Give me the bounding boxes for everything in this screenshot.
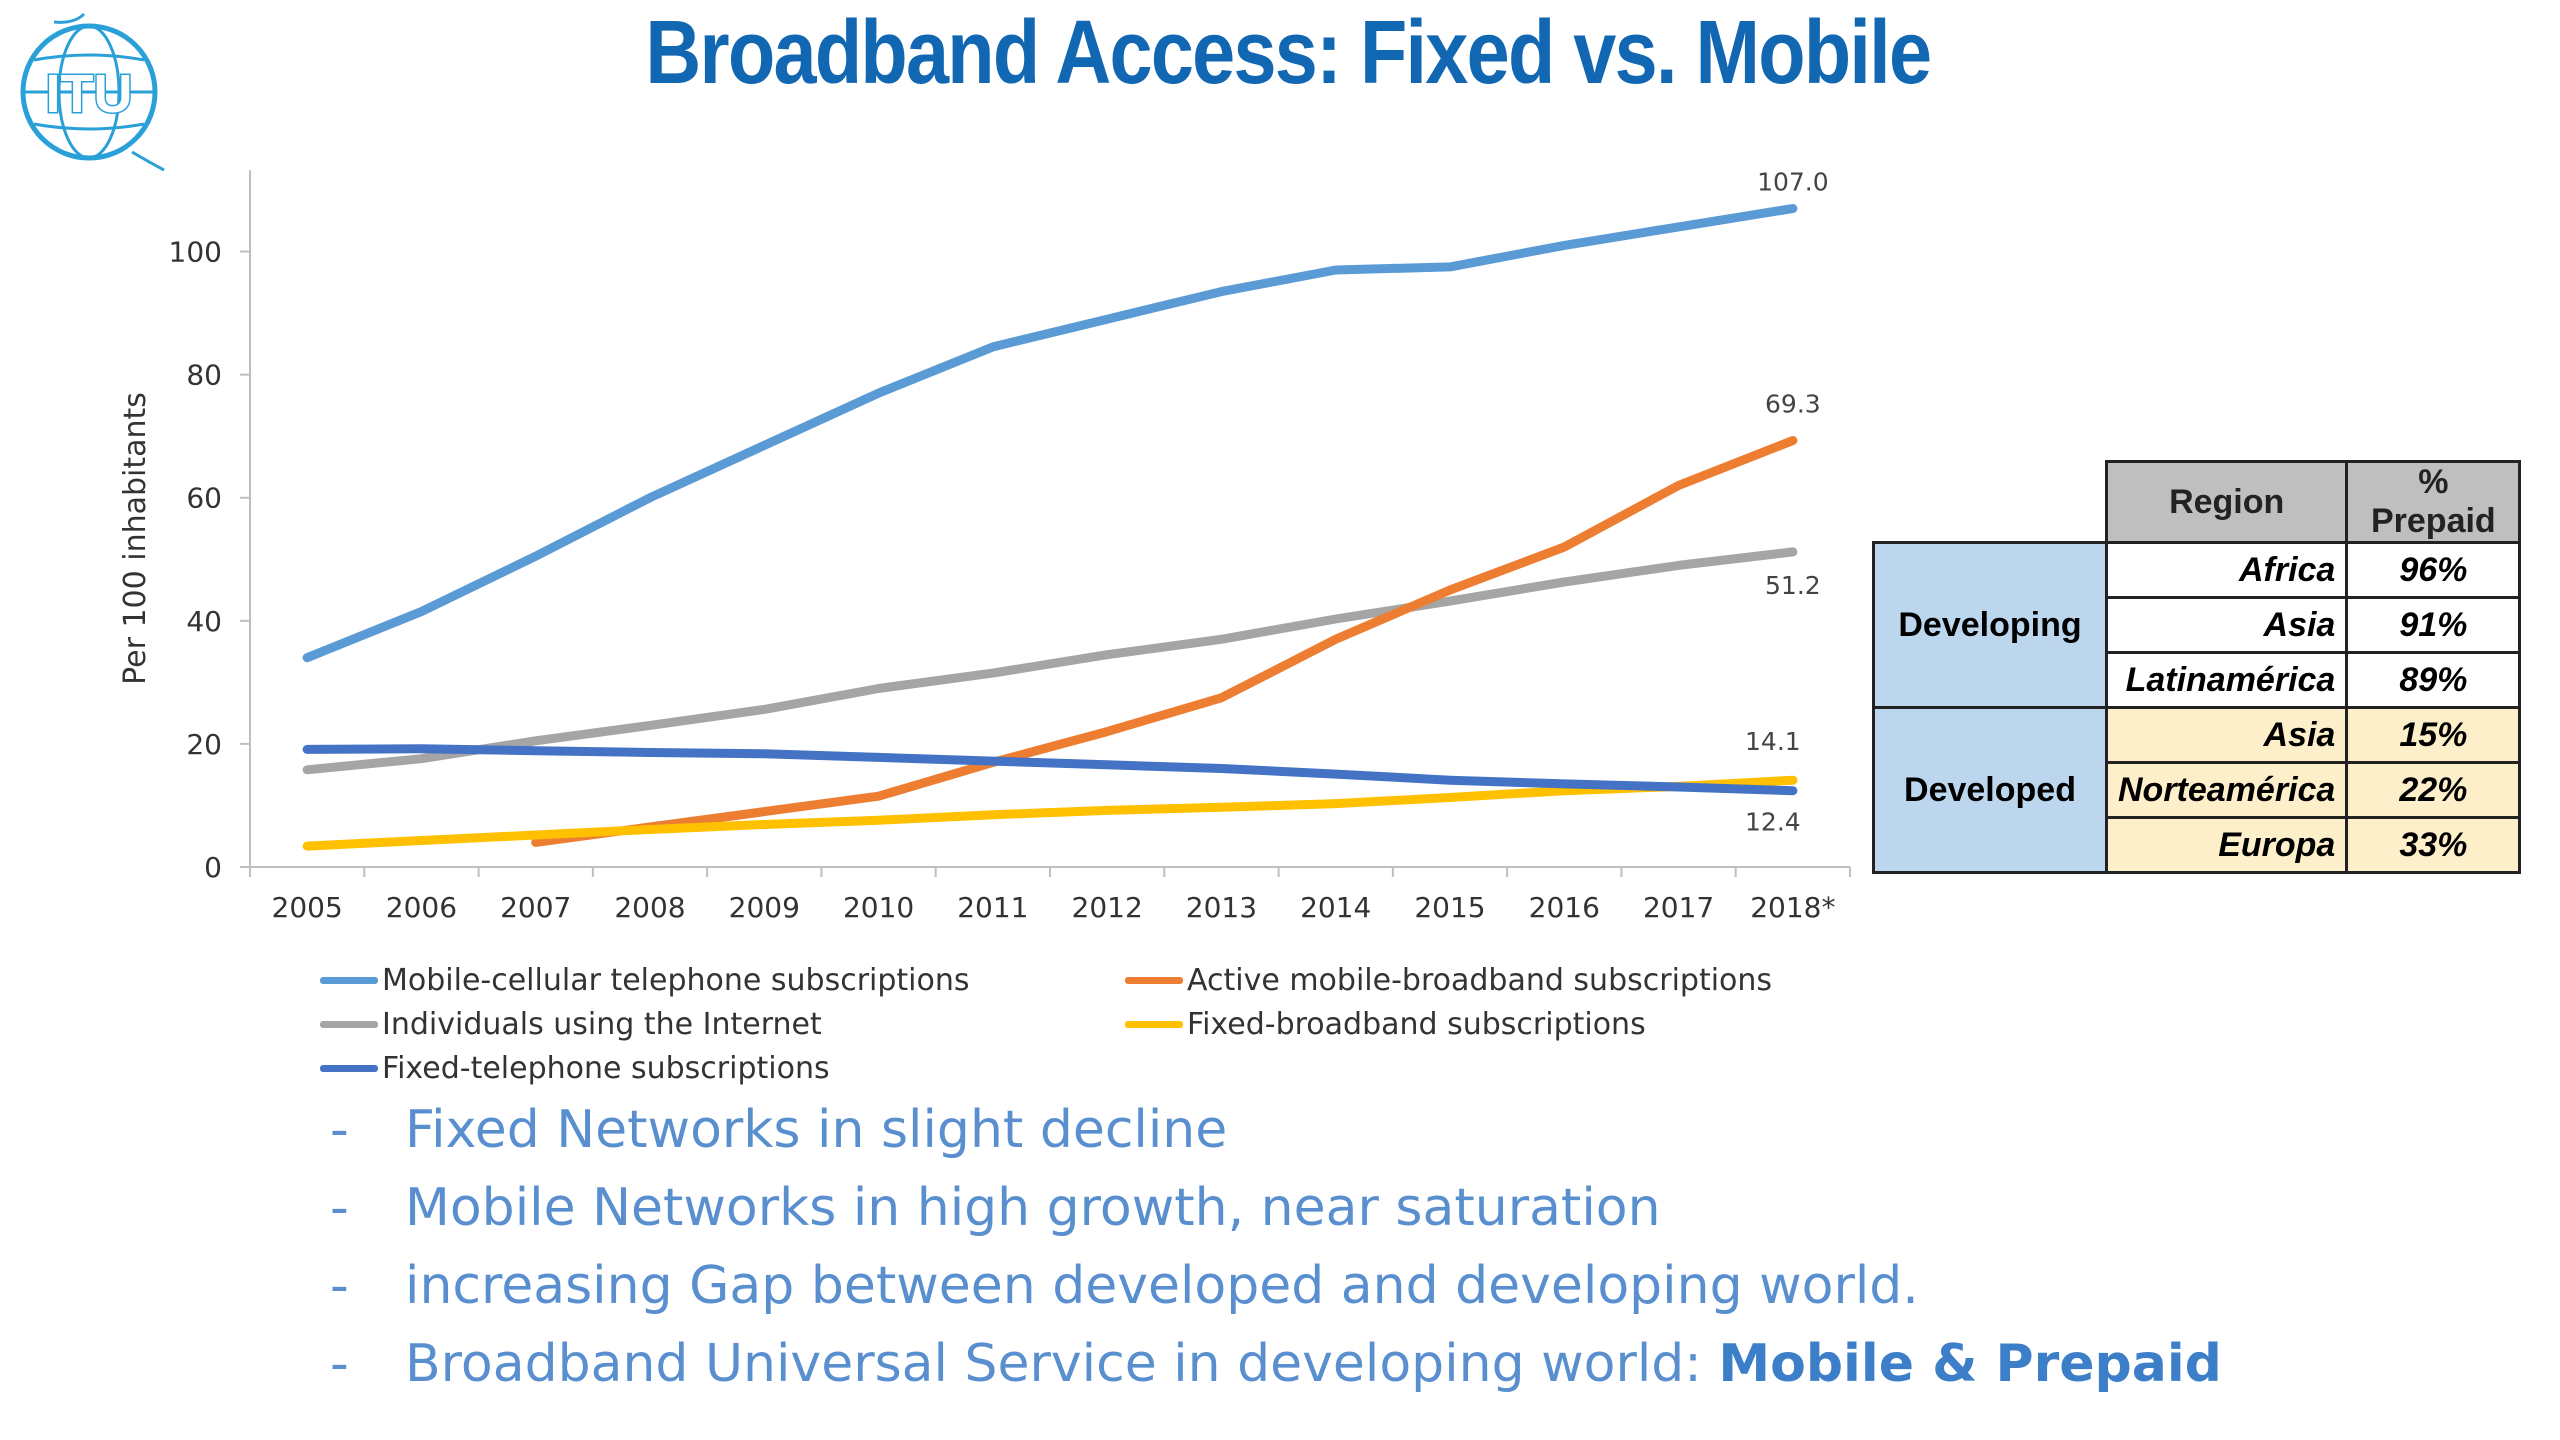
y-axis-title: Per 100 inhabitants [118, 392, 153, 685]
region-cell: Norteamérica [2104, 761, 2349, 819]
x-tick-label: 2014 [1300, 891, 1371, 924]
legend-swatch [320, 1064, 378, 1072]
x-tick-label: 2018* [1750, 891, 1835, 924]
y-tick-label: 40 [186, 605, 222, 638]
legend-item-mobile-broadband: Active mobile-broadband subscriptions [1125, 960, 1772, 1000]
x-tick-label: 2012 [1072, 891, 1143, 924]
series-line [302, 547, 1798, 775]
bullet-text-main: Mobile Networks in high growth, near sat… [405, 1178, 1661, 1238]
bullet-text: Mobile Networks in high growth, near sat… [405, 1178, 1661, 1238]
legend-label: Mobile-cellular telephone subscriptions [382, 962, 970, 998]
x-tick-label: 2017 [1643, 891, 1714, 924]
prepaid-cell: 91% [2345, 596, 2522, 654]
prepaid-cell: 89% [2345, 651, 2522, 709]
prepaid-cell: 96% [2345, 541, 2522, 599]
prepaid-cell: 15% [2345, 706, 2522, 764]
legend-label: Fixed-telephone subscriptions [382, 1050, 830, 1086]
group-developed: Developed [1872, 706, 2108, 874]
table-row: Latinamérica 89% [1874, 651, 2522, 709]
legend-label: Individuals using the Internet [382, 1006, 822, 1042]
data-label: 69.3 [1765, 389, 1821, 418]
prepaid-cell: 33% [2345, 816, 2522, 874]
bullet-text: increasing Gap between developed and dev… [405, 1256, 1919, 1316]
x-tick-label: 2005 [272, 891, 343, 924]
legend-item-internet: Individuals using the Internet [320, 1004, 822, 1044]
bullet-dash: - [330, 1334, 349, 1394]
legend-swatch [320, 1020, 378, 1028]
series-line [302, 204, 1798, 663]
bullet-item: - Mobile Networks in high growth, near s… [330, 1178, 2530, 1256]
bullet-text: Fixed Networks in slight decline [405, 1100, 1227, 1160]
page-title: Broadband Access: Fixed vs. Mobile [645, 3, 1932, 103]
x-tick-label: 2013 [1186, 891, 1257, 924]
table-header-row: Region % Prepaid [1873, 460, 2522, 544]
series-line [531, 436, 1798, 847]
bullet-item: - Broadband Universal Service in develop… [330, 1334, 2530, 1412]
bullet-list: - Fixed Networks in slight decline - Mob… [330, 1100, 2530, 1412]
x-tick-label: 2007 [500, 891, 571, 924]
header-region: Region [2104, 460, 2349, 544]
itu-logo: ITU [14, 12, 174, 172]
y-tick-label: 20 [186, 728, 222, 761]
table-row: Developing Africa 96% [1872, 541, 2522, 709]
data-label: 12.4 [1745, 808, 1801, 837]
bullet-dash: - [330, 1256, 349, 1316]
y-tick-label: 80 [186, 359, 222, 392]
prepaid-cell: 22% [2345, 761, 2522, 819]
bullet-text-main: increasing Gap between developed and dev… [405, 1256, 1919, 1316]
series-line [302, 775, 1798, 851]
table-row: Asia 91% [1874, 596, 2522, 654]
region-cell: Europa [2104, 816, 2349, 874]
bullet-dash: - [330, 1100, 349, 1160]
x-tick-label: 2009 [729, 891, 800, 924]
series-line [302, 744, 1798, 796]
region-cell: Latinamérica [2104, 651, 2349, 709]
legend-item-fixed-telephone: Fixed-telephone subscriptions [320, 1048, 830, 1088]
region-cell: Asia [2104, 706, 2349, 764]
table-row: Europa 33% [1874, 816, 2522, 874]
itu-logo-text: ITU [46, 64, 133, 124]
data-label: 14.1 [1745, 727, 1801, 756]
table-corner [1873, 461, 2108, 544]
region-cell: Africa [2104, 541, 2349, 599]
x-tick-label: 2010 [843, 891, 914, 924]
x-tick-label: 2015 [1414, 891, 1485, 924]
y-tick-label: 100 [169, 236, 222, 269]
table-row: Developed Asia 15% [1872, 706, 2522, 874]
x-tick-label: 2008 [614, 891, 685, 924]
line-chart: 0 20 40 60 80 100 2005 2006 2007 2008 2009 2010 2011… [118, 167, 1851, 924]
header-prepaid: % Prepaid [2345, 460, 2522, 544]
x-tick-label: 2011 [957, 891, 1028, 924]
legend-swatch [1125, 976, 1183, 984]
data-label: 107.0 [1757, 167, 1829, 196]
legend-item-fixed-broadband: Fixed-broadband subscriptions [1125, 1004, 1646, 1044]
legend-swatch [1125, 1020, 1183, 1028]
bullet-text-main: Fixed Networks in slight decline [405, 1100, 1228, 1160]
table-row: Norteamérica 22% [1874, 761, 2522, 819]
x-tick-label: 2006 [386, 891, 457, 924]
region-cell: Asia [2104, 596, 2349, 654]
x-tick-label: 2016 [1529, 891, 1600, 924]
legend-swatch [320, 976, 378, 984]
bullet-text-main: Broadband Universal Service in developin… [405, 1334, 1719, 1394]
legend-label: Fixed-broadband subscriptions [1187, 1006, 1646, 1042]
chart-legend: Mobile-cellular telephone subscriptions … [320, 960, 1920, 1100]
bullet-dash: - [330, 1178, 349, 1238]
y-tick-label: 60 [186, 482, 222, 515]
y-tick-label: 0 [204, 851, 222, 884]
group-developing: Developing [1872, 541, 2108, 709]
bullet-item: - Fixed Networks in slight decline [330, 1100, 2530, 1178]
legend-label: Active mobile-broadband subscriptions [1187, 962, 1773, 998]
bullet-item: - increasing Gap between developed and d… [330, 1256, 2530, 1334]
bullet-text-strong: Mobile & Prepaid [1718, 1334, 2222, 1394]
data-label: 51.2 [1765, 571, 1821, 600]
prepaid-table: Region % Prepaid Developing Africa 96% A… [1872, 460, 2522, 874]
bullet-text: Broadband Universal Service in developin… [405, 1334, 2222, 1394]
legend-item-mobile-cellular: Mobile-cellular telephone subscriptions [320, 960, 970, 1000]
